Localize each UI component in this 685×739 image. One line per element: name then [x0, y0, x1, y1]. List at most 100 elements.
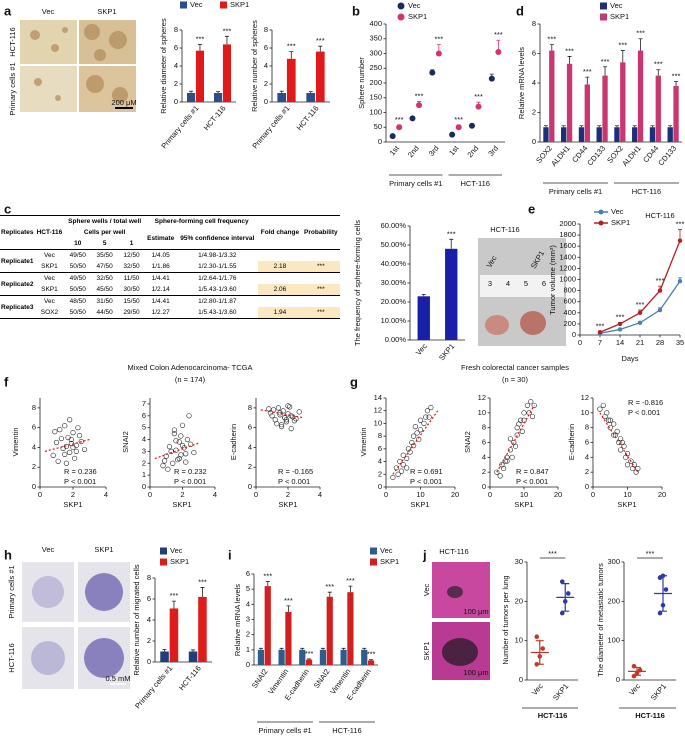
point: [426, 414, 432, 420]
point: [57, 427, 63, 433]
point: [52, 429, 58, 435]
scale-label: 200 μM: [111, 98, 136, 107]
bar: [188, 651, 198, 662]
bar: [319, 649, 327, 665]
y-tick-label: 1: [246, 645, 250, 654]
x-tick-label: HCT-116: [202, 104, 228, 132]
point: [269, 413, 275, 419]
bar: [160, 651, 169, 662]
x-axis-label: Days: [621, 354, 638, 363]
y-tick-label: 4: [248, 442, 252, 451]
significance: ***: [548, 549, 557, 558]
panel-label: e: [528, 201, 535, 216]
sd-bar: [535, 640, 544, 665]
significance: ***: [616, 312, 625, 321]
y-tick-label: 3: [142, 446, 146, 455]
error-bar: [549, 44, 554, 51]
y-tick-label: 200: [369, 78, 382, 87]
bar: [186, 93, 196, 102]
y-tick-label: 6: [585, 437, 589, 446]
y-tick-label: 0: [532, 137, 536, 146]
point: [512, 443, 519, 449]
table-body: Replicate1 Vec 49/50 35/50 12/50 1/4.05 1/4.98…: [0, 250, 340, 319]
y-tick-label: 4: [174, 61, 178, 70]
error-bar: [430, 69, 435, 73]
y-tick-label: 6: [532, 48, 536, 57]
x-tick-label: HCT-116: [295, 104, 321, 132]
bar: [667, 127, 673, 142]
significance: ***: [196, 34, 205, 43]
significance: ***: [305, 649, 314, 658]
point: [279, 424, 285, 430]
table-cell: 47/50: [96, 263, 113, 270]
bar: [566, 63, 573, 143]
point: [58, 435, 65, 442]
error-bar: [543, 125, 548, 128]
point: [411, 443, 417, 449]
y-tick-label: 7: [142, 399, 146, 408]
fit-line: [44, 438, 90, 452]
y-axis-label: The frequency of sphere-forming cells: [353, 220, 362, 346]
legend-swatch: [370, 558, 377, 566]
y-tick-label: 1400: [559, 252, 576, 261]
x-tick-label: 0: [254, 490, 258, 499]
x-tick-label: 10: [416, 490, 424, 499]
legend-swatch: [397, 13, 405, 21]
table-cell: SOX2: [40, 309, 59, 316]
legend-label: SKP1: [230, 0, 249, 9]
y-axis-label: Relative diameter of spheres: [159, 18, 168, 114]
point: [53, 439, 60, 446]
significance: ***: [646, 549, 655, 558]
error-bar: [224, 35, 229, 45]
legend-label: Vec: [610, 1, 623, 10]
significance: ***: [583, 67, 592, 76]
y-tick-label: 2: [532, 107, 536, 116]
bar: [306, 93, 316, 102]
y-tick-label: 8: [147, 573, 151, 582]
table-row: Replicate2 Vec 49/50 32/50 11/50 1/4.41 1/2.64…: [0, 273, 340, 288]
significance: ***: [325, 582, 334, 591]
y-tick-label: 2000: [559, 219, 576, 228]
error-bar: [362, 647, 367, 650]
point: [607, 417, 613, 423]
significance: ***: [367, 650, 376, 659]
y-tick-label: 10: [478, 408, 486, 417]
significance: ***: [547, 35, 556, 44]
panel-title: Mixed Colon Adenocarcinoma- TCGA: [128, 363, 253, 372]
group-label: HCT-116: [461, 179, 490, 188]
y-tick-label: 4: [32, 442, 36, 451]
table-cell: 1/4.41: [151, 298, 170, 305]
y-tick-label: 6: [32, 423, 36, 432]
error-bar: [650, 125, 655, 128]
bar: [305, 659, 313, 665]
x-axis-label: SKP1: [617, 500, 636, 509]
y-tick-label: 10.00%: [381, 316, 407, 325]
point: [424, 408, 431, 414]
point: [514, 432, 520, 438]
row-label: Primary cells #1: [8, 62, 17, 115]
point: [171, 427, 177, 433]
y-tick-label: 2: [174, 79, 178, 88]
panel-label: g: [350, 374, 358, 389]
x-tick-label: ALDH1: [620, 144, 642, 168]
point: [67, 449, 73, 455]
ruler-number: 6: [542, 279, 546, 288]
y-tick-label: 6: [174, 43, 178, 52]
legend-swatch: [397, 2, 405, 10]
x-tick-label: 3rd: [486, 144, 500, 158]
point: [501, 465, 507, 472]
panel-label: a: [4, 3, 12, 18]
point: [186, 413, 192, 419]
table-cell: 49/50: [69, 252, 86, 259]
y-tick-label: 14: [374, 393, 382, 402]
significance: ***: [454, 115, 463, 124]
table-cell: 1/2.80-1/1.87: [198, 298, 237, 305]
point: [494, 469, 500, 475]
y-tick-label: 4: [147, 615, 151, 624]
legend-swatch: [598, 220, 604, 226]
table-cell: 1/4.05: [151, 252, 170, 259]
wells: [31, 573, 124, 678]
ruler-number: 3: [488, 279, 492, 288]
y-tick-label: 6: [248, 423, 252, 432]
point: [559, 610, 565, 616]
